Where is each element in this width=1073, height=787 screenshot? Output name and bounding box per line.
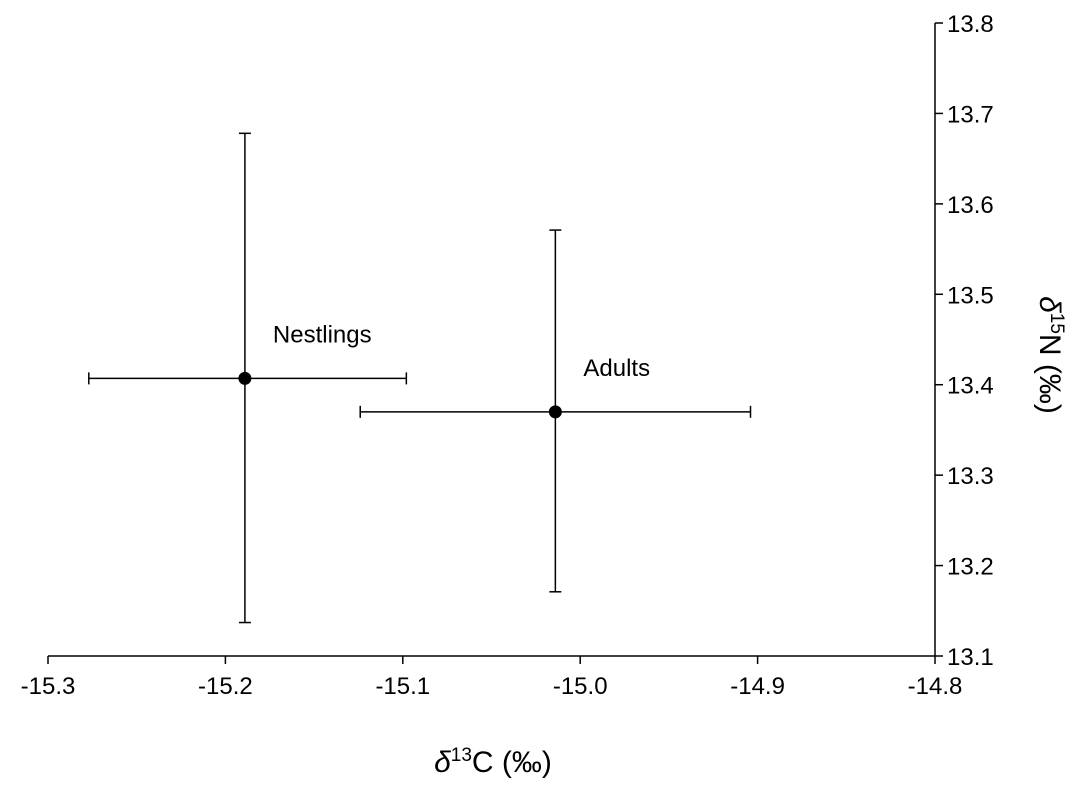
y-axis-title: δ15N (‰) [1033,296,1067,414]
adults-label: Adults [583,355,650,382]
x-tick-label: -14.9 [730,673,785,700]
y-tick-label: 13.1 [947,644,994,671]
x-axis-title: δ13C (‰) [434,745,552,779]
y-tick-label: 13.4 [947,373,994,400]
y-tick-label: 13.5 [947,282,994,309]
data-points [238,371,562,419]
y-tick-label: 13.2 [947,554,994,581]
y-tick-label: 13.3 [947,463,994,490]
x-tick-label: -15.3 [21,673,76,700]
y-tick-label: 13.6 [947,192,994,219]
x-tick-label: -15.1 [375,673,430,700]
x-tick-label: -15.2 [198,673,253,700]
error-bars [88,132,752,624]
x-axis: -15.3 -15.2 -15.1 -15.0 -14.9 -14.8 [21,655,963,700]
point-labels: Nestlings Adults [273,321,650,381]
x-tick-label: -15.0 [553,673,608,700]
nestlings-point [238,371,252,385]
y-tick-label: 13.8 [947,11,994,38]
x-tick-label: -14.8 [908,673,963,700]
y-axis: 13.1 13.2 13.3 13.4 13.5 13.6 13.7 13.8 [934,11,994,671]
y-tick-label: 13.7 [947,101,994,128]
nestlings-label: Nestlings [273,321,372,348]
adults-point [548,405,562,419]
